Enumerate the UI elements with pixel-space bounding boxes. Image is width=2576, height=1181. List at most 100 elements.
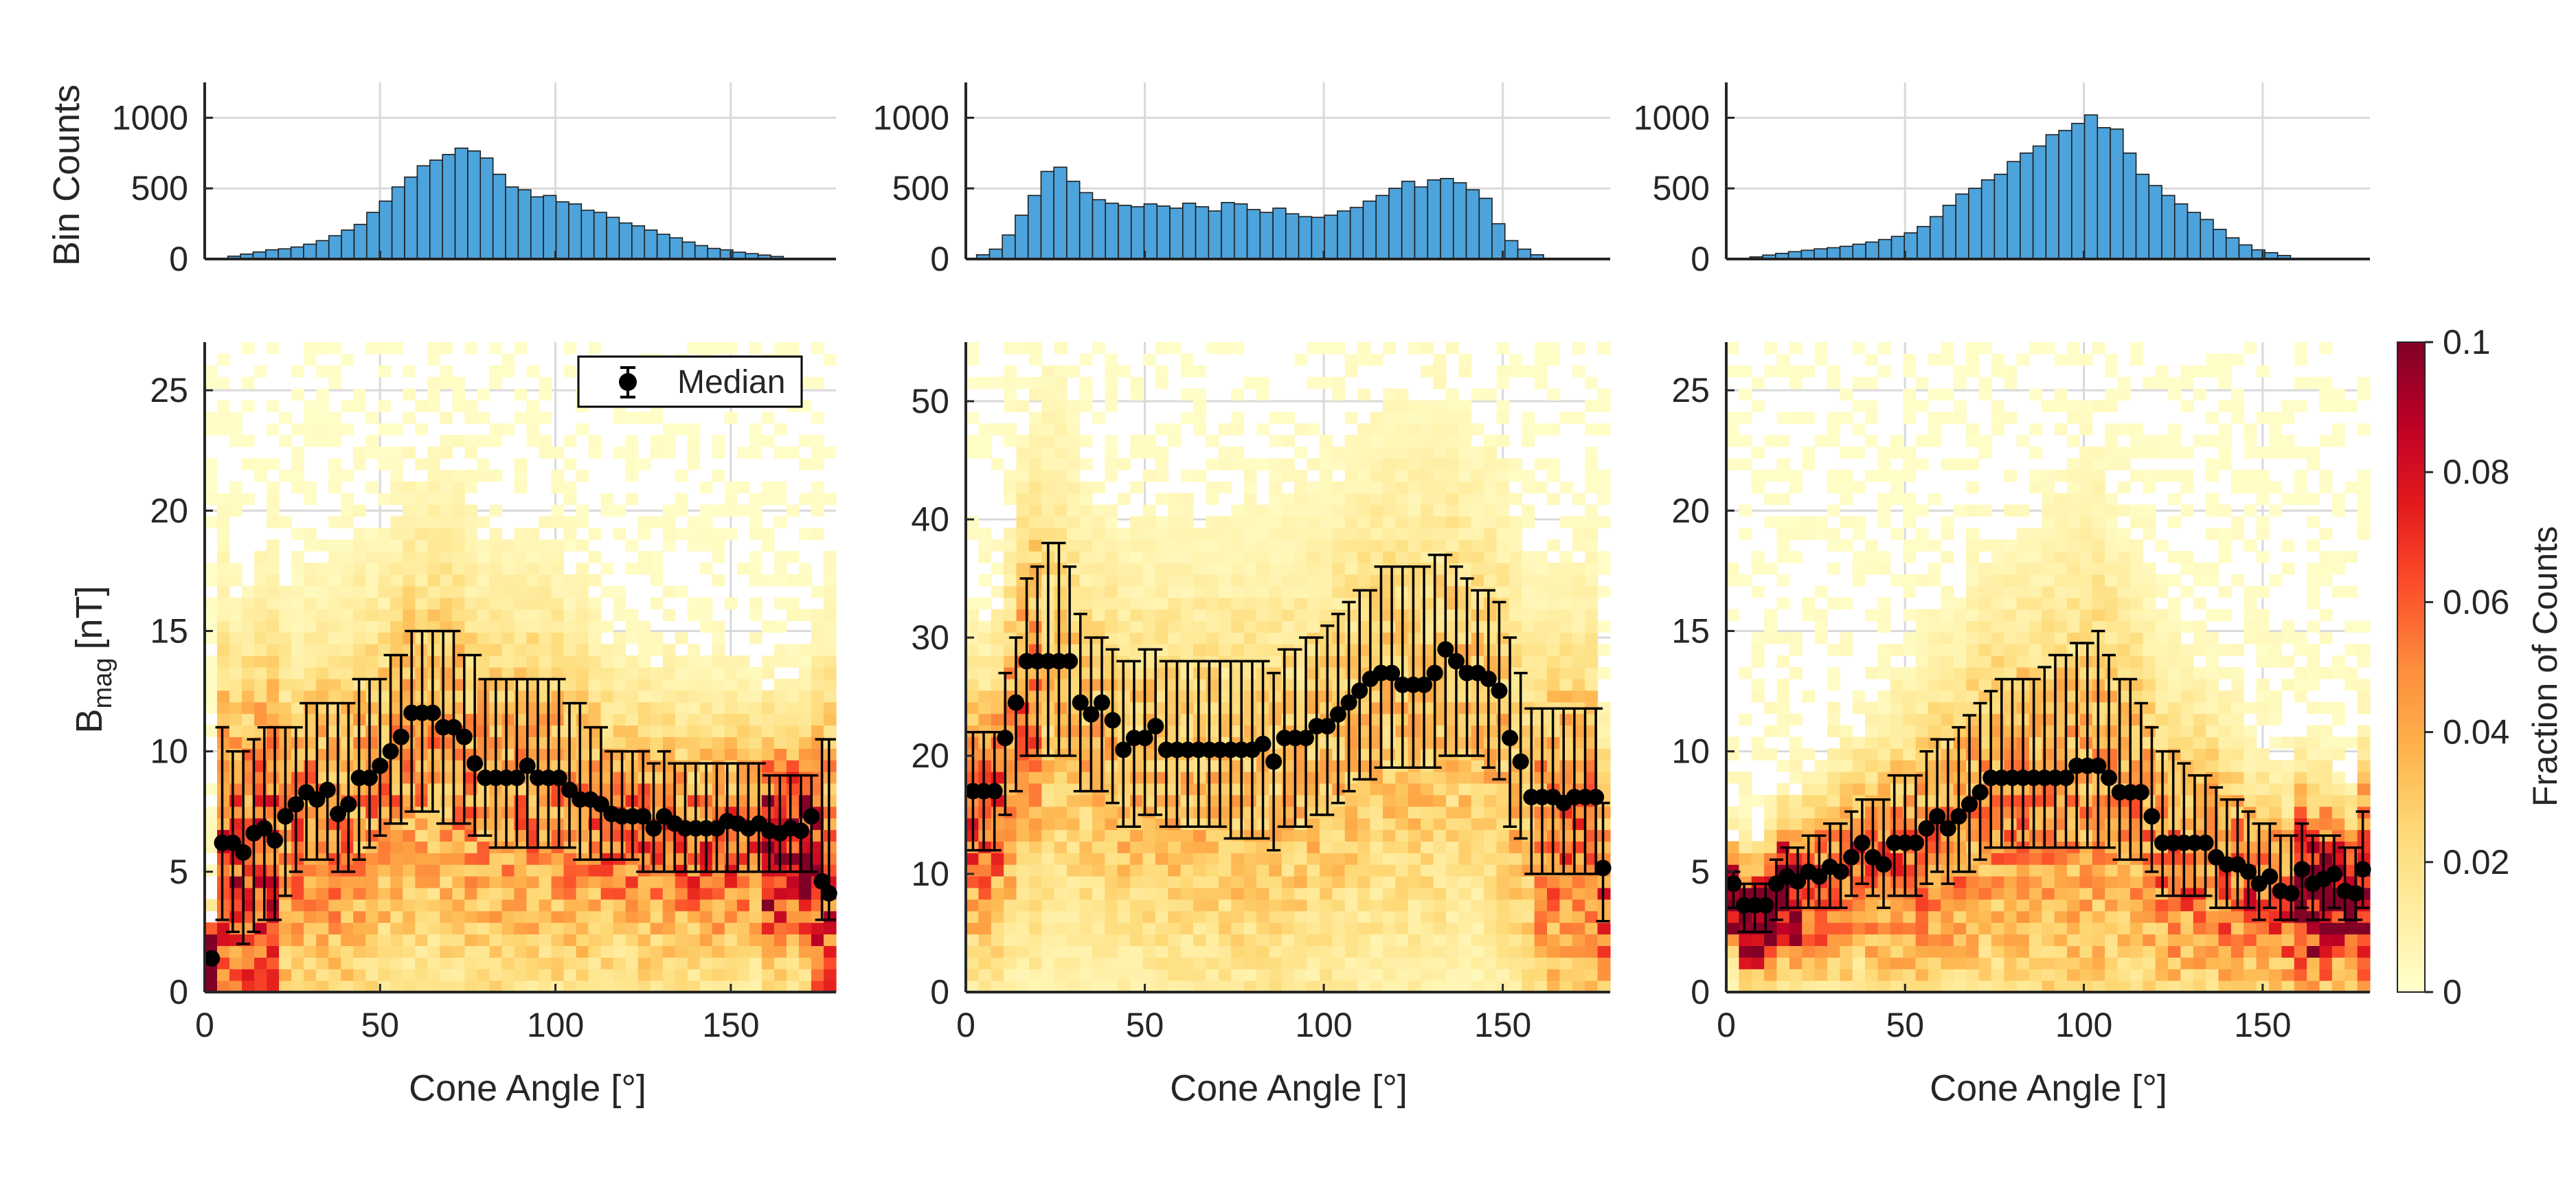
heatmap-cell (773, 713, 787, 726)
heatmap-cell (1269, 957, 1283, 969)
heatmap-cell (749, 794, 762, 807)
heatmap-cell (353, 632, 366, 644)
heatmap-cell (1004, 980, 1017, 993)
heatmap-cell (1294, 887, 1308, 900)
heatmap-cell (1105, 388, 1118, 401)
heatmap-cell (1382, 713, 1396, 726)
heatmap-cell (205, 574, 218, 587)
heatmap-cell (1117, 597, 1131, 610)
heatmap-cell (1370, 481, 1383, 494)
heatmap-cell (254, 551, 267, 563)
heatmap-cell (217, 853, 230, 865)
heatmap-cell (823, 980, 837, 993)
heatmap-cell (514, 980, 528, 993)
heatmap-cell (1522, 922, 1535, 935)
heatmap-cell (217, 945, 230, 958)
heatmap-cell (1471, 574, 1484, 587)
heatmap-cell (1193, 412, 1207, 424)
heatmap-cell (452, 806, 466, 819)
heatmap-cell (1193, 678, 1207, 691)
heatmap-cell (1496, 876, 1510, 888)
heatmap-cell (427, 458, 440, 471)
heatmap-cell (1572, 493, 1585, 506)
heatmap-cell (1294, 980, 1308, 993)
heatmap-cell (786, 701, 800, 715)
heatmap-cell (1559, 887, 1573, 900)
heatmap-cell (637, 887, 651, 900)
heatmap-cell (464, 853, 478, 865)
heatmap-cell (1218, 922, 1232, 935)
heatmap-cell (588, 435, 602, 447)
heatmap-cell (1357, 551, 1371, 563)
heatmap-cell (1256, 632, 1270, 644)
heatmap-cell (1357, 447, 1371, 459)
heatmap-cell (464, 481, 478, 494)
heatmap-cell (1764, 864, 1778, 877)
heatmap-cell (662, 644, 676, 656)
heatmap-cell (1344, 772, 1358, 784)
heatmap-cell (316, 841, 329, 853)
heatmap-cell (341, 969, 354, 981)
heatmap-cell (440, 539, 453, 552)
heatmap-cell (761, 725, 775, 737)
heatmap-cell (1092, 725, 1105, 737)
heatmap-cell (1168, 760, 1182, 772)
heatmap-cell (341, 772, 354, 784)
heatmap-cell (328, 585, 341, 598)
heatmap-cell (1509, 585, 1522, 598)
heatmap-cell (1421, 539, 1434, 552)
heatmap-cell (316, 980, 329, 993)
heatmap-cell (403, 481, 416, 494)
heatmap-cell (501, 934, 515, 947)
heatmap-cell (1382, 585, 1396, 598)
heatmap-cell (1395, 887, 1409, 900)
heatmap-cell (440, 678, 453, 691)
heatmap-cell (1534, 957, 1548, 969)
heatmap-cell (1802, 922, 1816, 935)
heatmap-cell (736, 887, 750, 900)
heatmap-cell (687, 806, 701, 819)
heatmap-cell (1445, 887, 1459, 900)
heatmap-cell (1445, 481, 1459, 494)
heatmap-cell (1522, 969, 1535, 981)
heatmap-cell (316, 574, 329, 587)
heatmap-cell (761, 528, 775, 540)
heatmap-cell (1739, 458, 1752, 471)
heatmap-cell (1193, 841, 1207, 853)
heatmap-cell (712, 772, 725, 784)
heatmap-cell (761, 435, 775, 447)
heatmap-cell (477, 597, 490, 610)
heatmap-cell (1840, 969, 1853, 981)
heatmap-cell (1370, 551, 1383, 563)
heatmap-cell (625, 922, 639, 935)
heatmap-cell (761, 412, 775, 424)
heatmap-cell (1016, 806, 1030, 819)
heatmap-cell (403, 910, 416, 923)
heatmap-cell (1332, 980, 1346, 993)
heatmap-cell (1092, 794, 1105, 807)
heatmap-cell (254, 458, 267, 471)
heatmap-cell (1319, 841, 1333, 853)
heatmap-cell (464, 876, 478, 888)
heatmap-cell (1597, 736, 1611, 749)
heatmap-cell (1319, 678, 1333, 691)
heatmap-cell (712, 876, 725, 888)
heatmap-cell (1496, 957, 1510, 969)
heatmap-cell (316, 887, 329, 900)
heatmap-cell (477, 899, 490, 912)
heatmap-cell (699, 887, 713, 900)
heatmap-cell (736, 945, 750, 958)
heatmap-cell (1496, 806, 1510, 819)
heatmap-cell (1395, 969, 1409, 981)
heatmap-cell (353, 934, 366, 947)
heatmap-cell (736, 562, 750, 575)
heatmap-cell (1218, 864, 1232, 877)
heatmap-cell (1370, 423, 1383, 436)
heatmap-cell (625, 458, 639, 471)
heatmap-cell (687, 887, 701, 900)
heatmap-cell (304, 644, 317, 656)
heatmap-cell (427, 887, 440, 900)
heatmap-cell (1597, 551, 1611, 563)
heatmap-cell (242, 655, 255, 668)
heatmap-cell (279, 713, 292, 726)
